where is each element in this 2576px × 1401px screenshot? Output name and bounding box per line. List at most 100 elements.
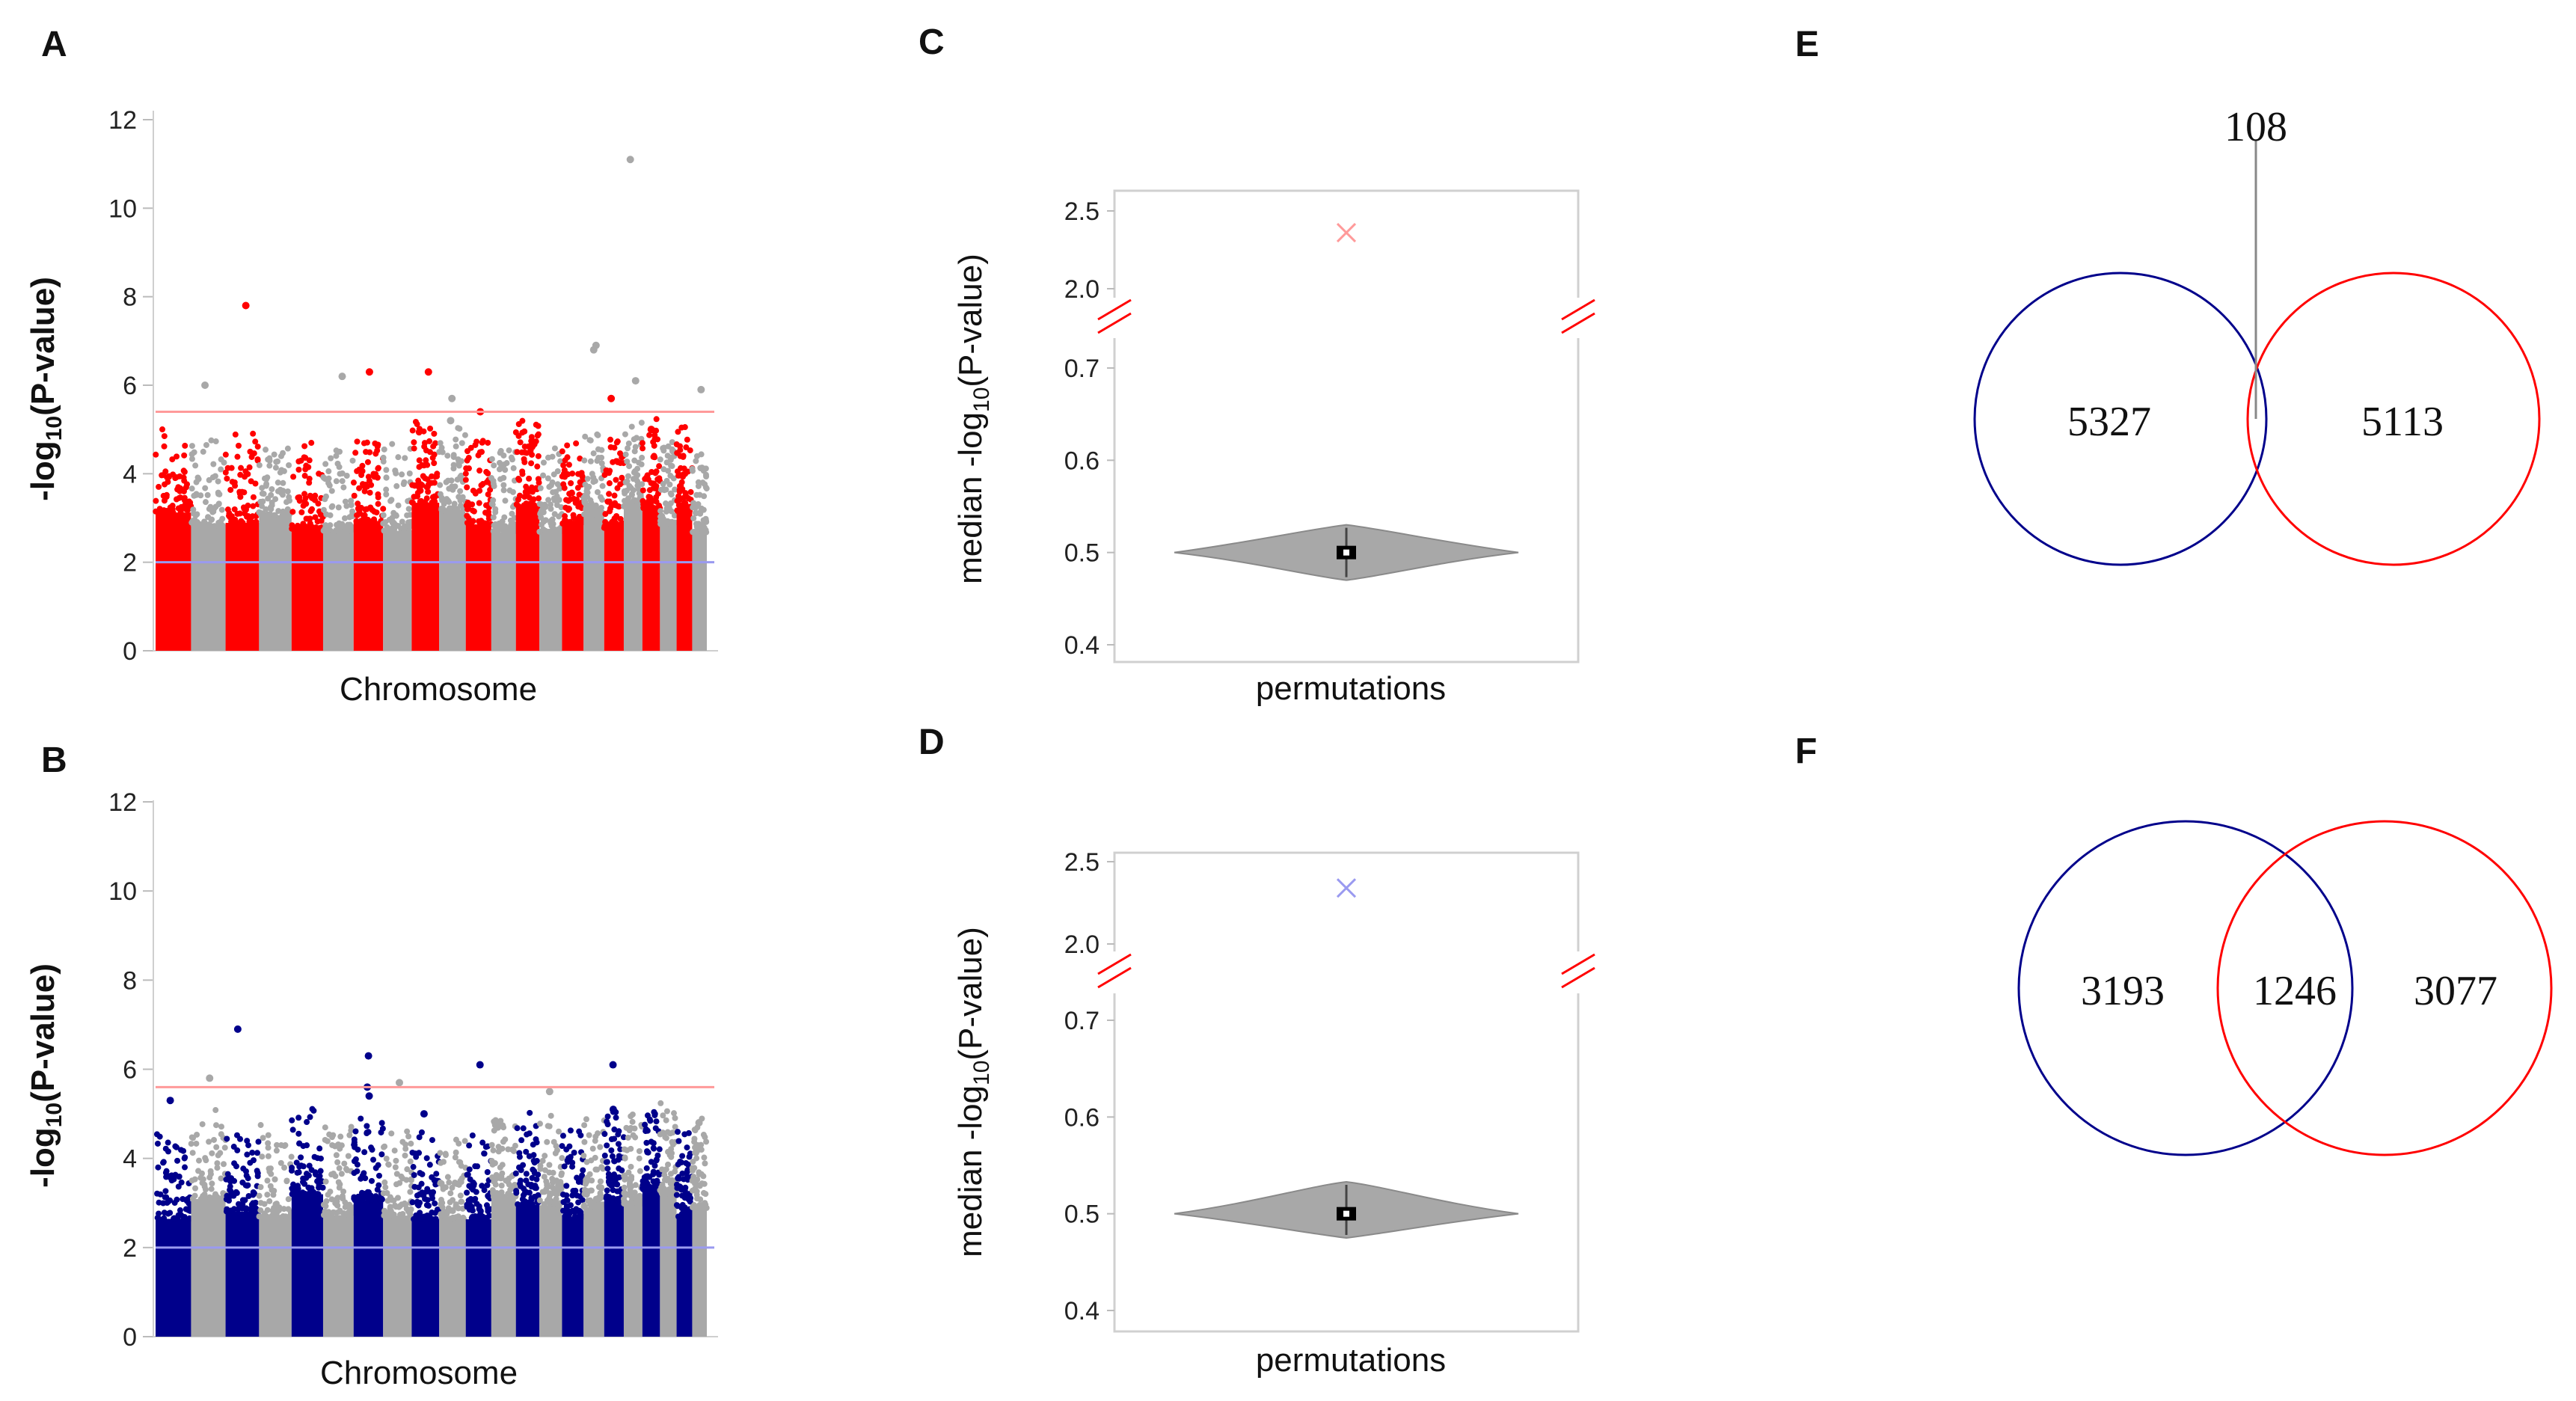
snp-point [514,1125,521,1132]
snp-point [358,1115,364,1122]
snp-point [653,416,660,423]
snp-point [449,1184,456,1191]
snp-point [327,522,334,529]
snp-point [193,491,200,498]
y-tick-label: 0 [123,1323,137,1352]
snp-point [422,475,429,482]
snp-point [660,481,666,488]
snp-point [657,1100,664,1106]
snp-point [484,1168,491,1175]
snp-point [697,1196,704,1203]
snp-point [361,1193,368,1200]
y-label-suffix-a: (P-value) [25,277,61,416]
snp-point [645,498,651,505]
snp-point [476,1203,482,1210]
snp-point [559,1132,566,1139]
snp-point [244,513,251,520]
snp-point [238,518,245,524]
snp-point [667,1171,674,1177]
snp-point [676,482,683,489]
snp-point [156,1215,162,1222]
snp-point [285,1206,292,1213]
snp-point [194,1131,200,1138]
snp-point [450,486,456,493]
snp-point [343,473,350,479]
snp-point [206,1138,212,1145]
snp-point [309,494,316,501]
snp-point [298,1154,304,1161]
snp-point [301,473,308,479]
snp-point [660,466,667,473]
snp-point [235,1206,242,1213]
peak-point [424,368,432,376]
snp-point [693,509,699,516]
snp-point [579,1197,586,1204]
snp-point [165,473,172,480]
snp-point [461,432,468,438]
threshold-lines-a [156,411,714,564]
snp-point [479,1183,485,1189]
snp-point [197,1195,204,1202]
chromosome-band [604,1200,624,1337]
snp-point [393,1157,399,1164]
snp-point [302,455,309,462]
venn-circle-left-e [1973,272,2268,566]
snp-point [411,445,417,452]
chromosome-band [642,508,660,651]
snp-point [188,1177,195,1184]
snp-point [485,491,491,497]
snp-point [450,1207,456,1214]
snp-point [382,1184,389,1191]
snp-point [368,1177,375,1184]
snp-point [271,512,277,518]
snp-point [481,1150,488,1157]
snp-point [514,449,521,456]
snp-point [390,509,397,516]
snp-point [512,1142,518,1149]
snp-point [222,451,229,458]
snp-point [669,521,675,527]
snp-point [464,1171,470,1178]
snp-point [330,1209,337,1215]
snp-point [643,1165,650,1171]
snp-point [678,424,685,431]
snp-point [503,460,510,467]
y-label-sub-a: 10 [42,416,67,441]
snp-point [411,1171,417,1178]
snp-point [582,481,589,488]
snp-point [231,1177,238,1184]
snp-point [641,503,648,510]
peak-point [338,373,346,381]
snp-point [647,1118,654,1124]
snp-point [542,1167,548,1174]
snp-point [526,475,533,482]
snp-point [660,516,666,523]
snp-point [625,473,631,479]
snp-point [695,479,702,485]
snp-point [636,459,643,466]
snp-point [643,1184,649,1191]
snp-point [182,1164,188,1171]
snp-point [425,488,432,495]
snp-point [576,1128,583,1135]
y-axis-label-b: -log10(P-value) [25,963,67,1188]
chromosome-band [191,1198,226,1337]
snp-point [355,500,361,507]
snp-point [668,491,675,498]
snp-point [663,459,670,466]
snp-point [625,445,631,452]
snp-point [502,467,509,473]
snp-point [260,491,267,497]
snp-point [391,1147,398,1154]
snp-point [412,1150,419,1157]
snp-point [272,465,279,471]
snp-point [264,1177,271,1184]
snp-point [166,1174,173,1180]
snp-point [427,425,434,432]
snp-point [257,1207,264,1214]
snp-point [587,458,594,465]
snp-point [601,1131,608,1138]
snp-point [630,476,637,482]
snp-point [472,1163,479,1170]
snp-point [425,1202,432,1209]
